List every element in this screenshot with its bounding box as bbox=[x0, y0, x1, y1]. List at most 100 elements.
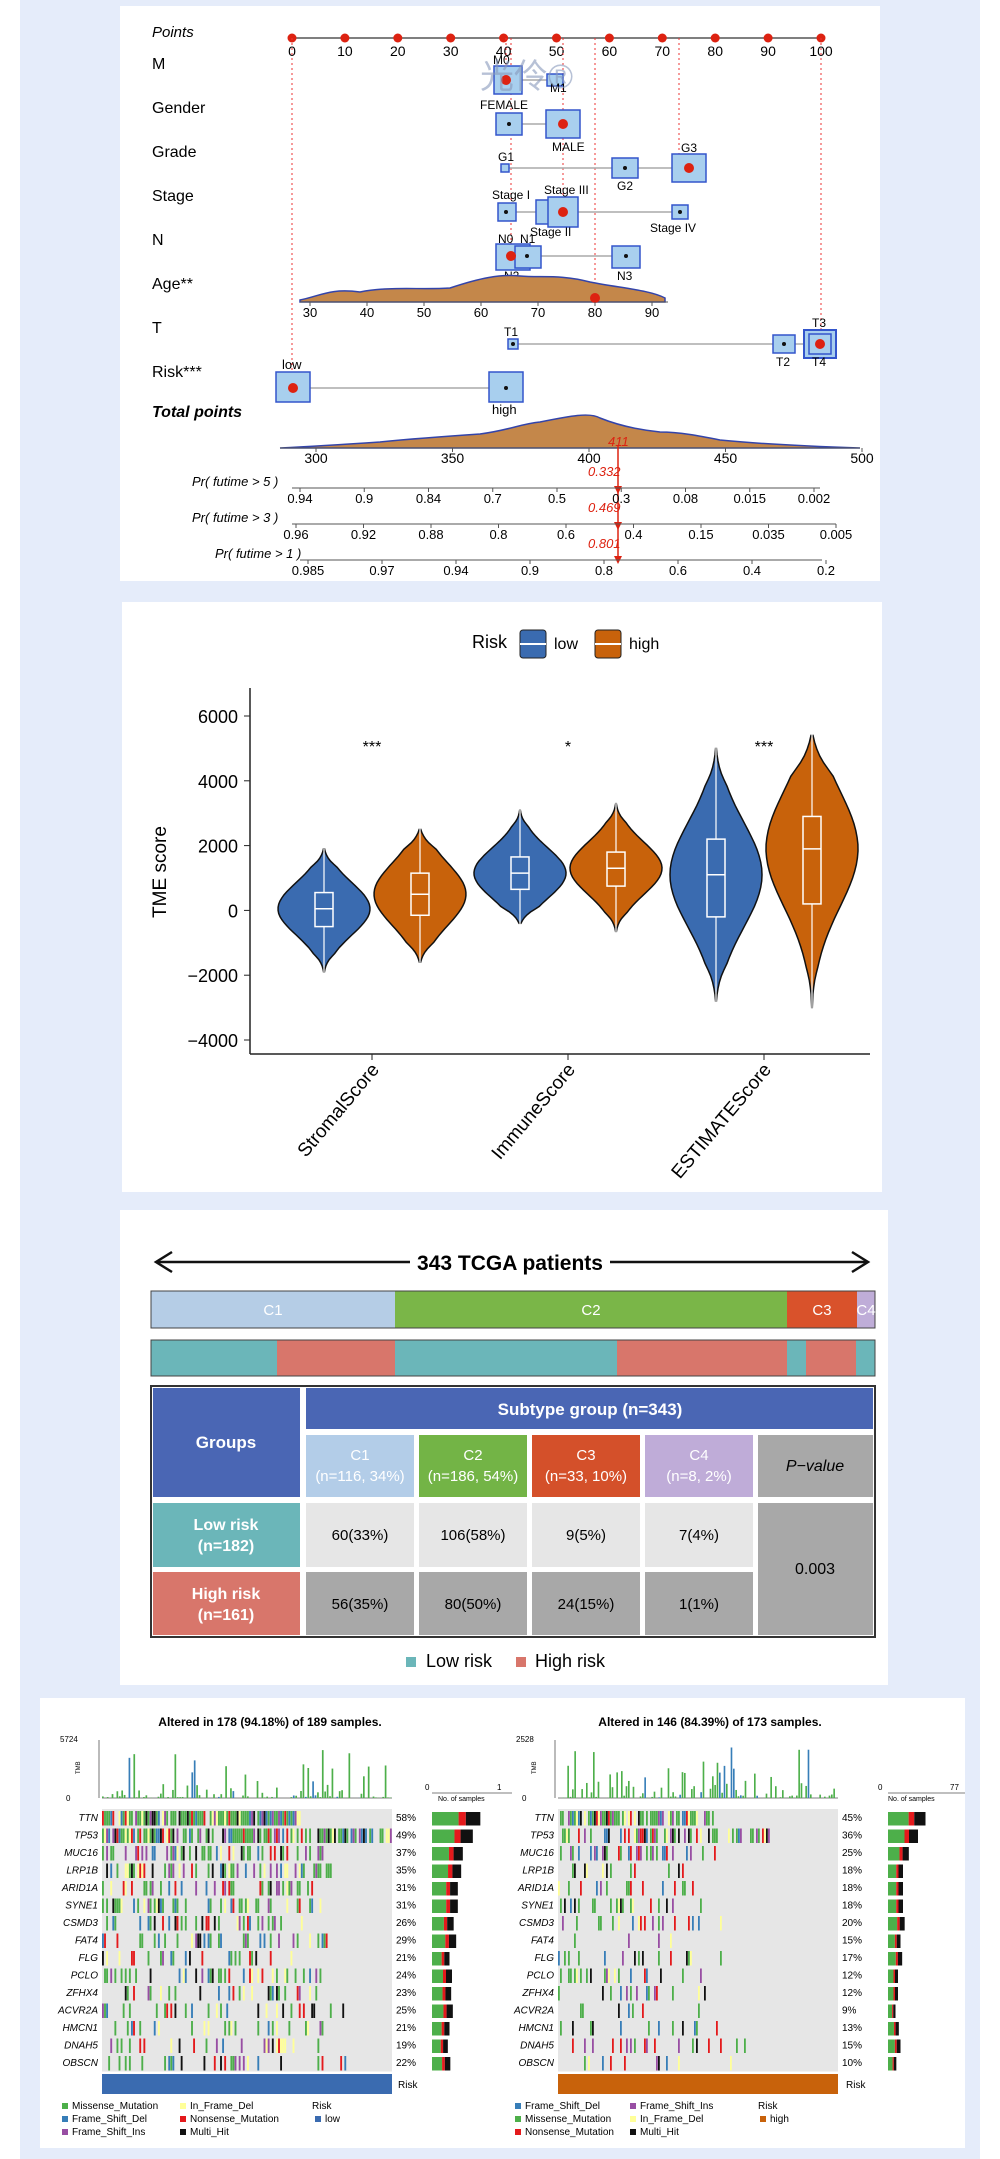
left-oncoplot-title: Altered in 178 (94.18%) of 189 samples. bbox=[158, 1715, 381, 1729]
sample-bar bbox=[888, 2039, 895, 2053]
mutation-cell bbox=[369, 1828, 372, 1843]
mutation-cell bbox=[137, 1811, 140, 1826]
left-tmb-max: 5724 bbox=[60, 1735, 78, 1744]
mutation-cell bbox=[280, 1863, 283, 1878]
sample-bar bbox=[896, 1864, 899, 1878]
mutation-cell bbox=[302, 1863, 305, 1878]
gene-label: OBSCN bbox=[62, 2058, 98, 2069]
mutation-cell bbox=[572, 2038, 574, 2053]
mutation-cell bbox=[714, 1828, 716, 1843]
mutation-cell bbox=[197, 1828, 200, 1843]
mutation-cell bbox=[628, 1828, 630, 1843]
mutation-cell bbox=[273, 1916, 276, 1931]
mutation-cell bbox=[232, 1846, 235, 1861]
mutation-cell bbox=[698, 1986, 700, 2001]
mutation-cell bbox=[180, 1811, 183, 1826]
mutation-cell bbox=[263, 1863, 266, 1878]
mutation-cell bbox=[606, 1828, 608, 1843]
prob-tick-label: 0.88 bbox=[418, 527, 443, 542]
prob-tick-label: 0.015 bbox=[733, 491, 766, 506]
mutation-cell bbox=[244, 1863, 247, 1878]
mutation-cell bbox=[602, 1811, 604, 1826]
total-value: 411 bbox=[608, 434, 629, 449]
mutation-cell bbox=[205, 2038, 208, 2053]
mutation-cell bbox=[732, 1828, 734, 1843]
mutation-cell bbox=[329, 1828, 332, 1843]
mutation-cell bbox=[678, 2056, 680, 2071]
mutation-cell bbox=[116, 1828, 119, 1843]
sample-bar bbox=[452, 1864, 462, 1878]
mutation-cell bbox=[110, 1811, 113, 1826]
tmb-bar bbox=[230, 1788, 232, 1798]
mutation-cell bbox=[590, 1828, 592, 1843]
mutation-cell bbox=[284, 1811, 287, 1826]
mutation-cell bbox=[137, 1828, 140, 1843]
mutation-cell bbox=[574, 1898, 576, 1913]
mutation-cell bbox=[712, 1811, 714, 1826]
mutation-cell bbox=[220, 1863, 222, 1878]
mutation-cell bbox=[153, 1916, 156, 1931]
mutation-cell bbox=[203, 2021, 206, 2036]
total-tick-label: 450 bbox=[714, 450, 738, 466]
mutation-cell bbox=[128, 1811, 131, 1826]
legend-low-label: low bbox=[554, 636, 578, 653]
mutation-cell bbox=[694, 1811, 696, 1826]
mutation-cell bbox=[319, 1846, 322, 1861]
mutation-cell bbox=[155, 1811, 158, 1826]
mutation-cell bbox=[600, 1811, 602, 1826]
gene-pct: 31% bbox=[396, 1901, 416, 1912]
level-label: T4 bbox=[812, 355, 826, 369]
mutation-cell bbox=[238, 1916, 241, 1931]
level-label: M1 bbox=[550, 81, 567, 95]
mutation-cell bbox=[292, 1933, 295, 1948]
tmb-bar bbox=[242, 1795, 244, 1798]
mutation-cell bbox=[172, 1828, 175, 1843]
mutation-cell bbox=[302, 1968, 305, 1983]
mutation-cell bbox=[618, 1916, 620, 1931]
tmb-bar bbox=[145, 1795, 148, 1798]
tmb-bar bbox=[702, 1761, 705, 1798]
tmb-bar bbox=[324, 1791, 327, 1798]
sample-bar bbox=[432, 1899, 447, 1913]
mutation-cell bbox=[139, 2021, 142, 2036]
gene-label: DNAH5 bbox=[520, 2041, 554, 2052]
mutation-cell bbox=[141, 1811, 144, 1826]
tmb-bar bbox=[160, 1793, 162, 1798]
tmb-bar bbox=[123, 1794, 126, 1798]
mutation-cell bbox=[568, 1881, 570, 1896]
sample-bar bbox=[446, 1969, 452, 1983]
mutation-cell bbox=[139, 1916, 142, 1931]
y-tick-label: 4000 bbox=[198, 772, 238, 792]
mutation-cell bbox=[201, 1951, 204, 1966]
waterfall-svg: Altered in 178 (94.18%) of 189 samples. … bbox=[57, 1715, 968, 2138]
mutation-cell bbox=[604, 1968, 606, 1983]
mutation-cell bbox=[317, 1828, 320, 1843]
prob-tick-label: 0.94 bbox=[287, 491, 312, 506]
mutation-cell bbox=[151, 1863, 154, 1878]
mutation-cell bbox=[247, 1916, 249, 1931]
mutation-cell bbox=[648, 1986, 650, 2001]
legend-entry: Frame_Shift_Ins bbox=[640, 2101, 713, 2112]
mutation-cell bbox=[271, 1968, 274, 1983]
level-label: Stage IV bbox=[650, 221, 696, 235]
mutation-cell bbox=[612, 1916, 614, 1931]
mutation-cell bbox=[228, 2021, 231, 2036]
mutation-cell bbox=[570, 1968, 572, 1983]
mutation-cell bbox=[282, 2003, 285, 2018]
mutation-cell bbox=[174, 1811, 177, 1826]
mutation-cell bbox=[636, 1828, 638, 1843]
mutation-cell bbox=[672, 1846, 674, 1861]
mutation-cell bbox=[317, 1933, 320, 1948]
mutation-cell bbox=[267, 1881, 270, 1896]
tmb-bar bbox=[833, 1788, 835, 1798]
tmb-bar bbox=[733, 1768, 735, 1798]
mutation-cell bbox=[141, 1846, 144, 1861]
sample-bar bbox=[432, 1934, 446, 1948]
mutation-cell bbox=[602, 1846, 604, 1861]
mutation-cell bbox=[207, 1898, 210, 1913]
mutation-cell bbox=[151, 1881, 154, 1896]
gene-label: MUC16 bbox=[520, 1848, 554, 1859]
mutation-cell bbox=[638, 1846, 640, 1861]
mutation-cell bbox=[139, 2038, 142, 2053]
gene-pct: 23% bbox=[396, 1988, 416, 1999]
